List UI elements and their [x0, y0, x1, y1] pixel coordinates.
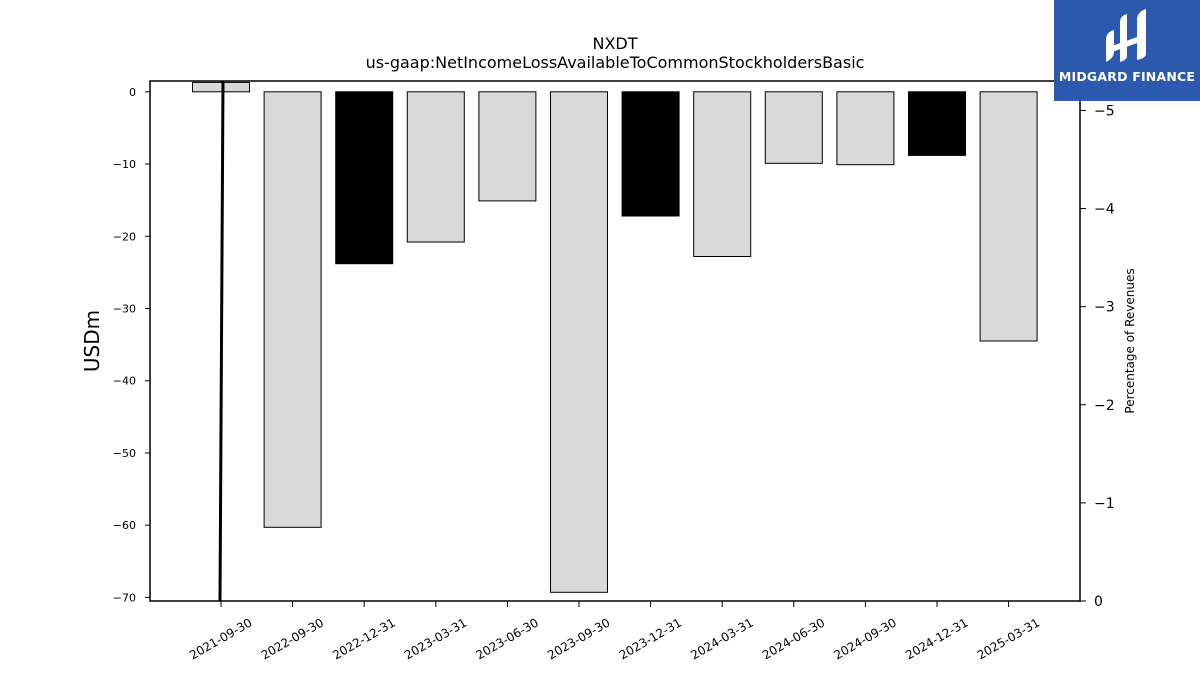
- bar-2024-06-30: [764, 91, 823, 164]
- y-tick-label: −40: [113, 375, 136, 388]
- x-tick-label: 2023-12-31: [617, 615, 684, 662]
- y-axis-label: USDm: [80, 310, 104, 372]
- y-axis-right: 0 −1 −2 −3 −4 −5: [1080, 103, 1115, 610]
- y-tick-label: −60: [113, 519, 136, 532]
- bar-2023-12-31: [621, 91, 680, 217]
- bar-2024-09-30: [836, 91, 895, 166]
- x-tick-label: 2024-03-31: [688, 615, 755, 662]
- x-tick-label: 2024-09-30: [831, 615, 898, 662]
- chart-subtitle: us-gaap:NetIncomeLossAvailableToCommonSt…: [366, 53, 865, 72]
- x-axis: 2021-09-30 2022-09-30 2022-12-31 2023-03-31…: [187, 601, 1042, 662]
- brand-name: MIDGARD FINANCE: [1058, 69, 1196, 84]
- y-tick-label: −10: [113, 158, 136, 171]
- y-tick-label: 0: [129, 86, 136, 99]
- y-tick-label: −50: [113, 447, 136, 460]
- x-tick-label: 2023-03-31: [402, 615, 469, 662]
- x-tick-label: 2022-09-30: [259, 615, 326, 662]
- x-tick-label: 2021-09-30: [187, 615, 254, 662]
- bar-2025-03-31: [979, 91, 1038, 342]
- bar-2022-12-31: [335, 91, 394, 265]
- x-tick-label: 2023-09-30: [545, 615, 612, 662]
- y-tick-label: −70: [113, 591, 136, 604]
- y-axis-right-label: Percentage of Revenues: [1123, 268, 1137, 413]
- x-tick-label: 2022-12-31: [330, 615, 397, 662]
- bar-2021-09-30: [192, 81, 250, 93]
- chart-title: NXDT: [592, 34, 637, 53]
- midgard-logo-icon: [1106, 9, 1146, 62]
- brand-logo: MIDGARD FINANCE: [1054, 0, 1200, 101]
- x-tick-label: 2023-06-30: [473, 615, 540, 662]
- y-right-tick-label: −5: [1094, 103, 1115, 119]
- y-right-tick-label: −3: [1094, 300, 1115, 316]
- y-tick-label: −30: [113, 303, 136, 316]
- y-axis-left: 0 −10 −20 −30 −40 −50 −60 −70: [113, 86, 150, 604]
- bar-2023-03-31: [406, 91, 465, 243]
- bar-2024-12-31: [908, 91, 966, 156]
- y-right-tick-label: −2: [1094, 398, 1115, 414]
- bars-group: [192, 81, 1038, 593]
- x-tick-label: 2025-03-31: [975, 615, 1042, 662]
- y-tick-label: −20: [113, 230, 136, 243]
- bar-2023-06-30: [478, 91, 537, 202]
- plot-frame: [149, 80, 1081, 602]
- bar-2023-09-30: [550, 91, 608, 593]
- bar-2022-09-30: [263, 91, 322, 528]
- bar-2024-03-31: [693, 91, 752, 257]
- line-series-group: [218, 80, 225, 602]
- x-tick-label: 2024-12-31: [903, 615, 970, 662]
- y-right-tick-label: −1: [1094, 496, 1115, 512]
- y-right-tick-label: 0: [1094, 594, 1103, 610]
- line-series: [218, 80, 225, 602]
- y-right-tick-label: −4: [1094, 202, 1115, 218]
- x-tick-label: 2024-06-30: [760, 615, 827, 662]
